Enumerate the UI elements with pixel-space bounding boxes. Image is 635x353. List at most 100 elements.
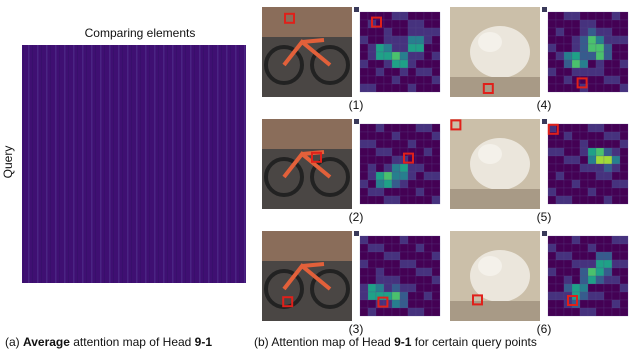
caption-bold: Average: [23, 335, 70, 349]
heatmap-cell: [384, 12, 392, 20]
heatmap-cell: [596, 276, 604, 284]
heatmap-cell: [408, 76, 416, 84]
heatmap-cell: [612, 44, 620, 52]
heatmap-cell: [416, 20, 424, 28]
heatmap-cell: [432, 236, 440, 244]
heatmap-cell: [432, 156, 440, 164]
heatmap-cell: [596, 284, 604, 292]
heatmap-cell: [384, 148, 392, 156]
heatmap-cell: [416, 172, 424, 180]
heatmap-cell: [548, 236, 556, 244]
heatmap-cell: [392, 76, 400, 84]
heatmap-cell: [604, 12, 612, 20]
heatmap-cell: [580, 28, 588, 36]
heatmap-cell: [408, 164, 416, 172]
heatmap-cell: [564, 84, 572, 92]
heatmap-cell: [392, 124, 400, 132]
heatmap-cell: [376, 236, 384, 244]
heatmap-cell: [604, 124, 612, 132]
heatmap-cell: [432, 148, 440, 156]
heatmap-cell: [580, 292, 588, 300]
heatmap-cell: [580, 164, 588, 172]
panel-label: (1): [349, 98, 364, 112]
heatmap-cell: [588, 156, 596, 164]
heatmap-cell: [548, 252, 556, 260]
heatmap-cell: [408, 180, 416, 188]
heatmap-cell: [408, 292, 416, 300]
heatmap-cell: [564, 140, 572, 148]
heatmap-cell: [572, 276, 580, 284]
heatmap-cell: [604, 76, 612, 84]
heatmap-cell: [360, 180, 368, 188]
heatmap-cell: [432, 292, 440, 300]
heatmap-cell: [424, 276, 432, 284]
heatmap-cell: [612, 156, 620, 164]
heatmap-cell: [376, 268, 384, 276]
photo-corner: [542, 231, 547, 236]
heatmap-cell: [620, 124, 628, 132]
heatmap-cell: [416, 60, 424, 68]
heatmap-cell: [384, 308, 392, 316]
heatmap-cell: [564, 36, 572, 44]
heatmap-cell: [556, 20, 564, 28]
heatmap-cell: [572, 284, 580, 292]
heatmap-cell: [408, 12, 416, 20]
heatmap-cell: [596, 172, 604, 180]
heatmap-cell: [612, 20, 620, 28]
heatmap-cell: [596, 300, 604, 308]
heatmap-cell: [612, 68, 620, 76]
heatmap-cell: [400, 284, 408, 292]
heatmap-cell: [612, 124, 620, 132]
heatmap-cell: [548, 172, 556, 180]
heatmap-cell: [384, 164, 392, 172]
heatmap-cell: [432, 132, 440, 140]
heatmap-cell: [384, 140, 392, 148]
heatmap-cell: [588, 44, 596, 52]
heatmap-cell: [620, 68, 628, 76]
heatmap-cell: [360, 164, 368, 172]
heatmap-cell: [424, 252, 432, 260]
heatmap-cell: [596, 60, 604, 68]
heatmap-cell: [620, 52, 628, 60]
heatmap-cell: [604, 36, 612, 44]
heatmap-cell: [360, 36, 368, 44]
heatmap-cell: [416, 276, 424, 284]
heatmap-cell: [408, 244, 416, 252]
heatmap-cell: [572, 180, 580, 188]
heatmap-cell: [604, 28, 612, 36]
heatmap-cell: [376, 132, 384, 140]
heatmap-cell: [416, 156, 424, 164]
heatmap-cell: [556, 156, 564, 164]
heatmap-cell: [400, 252, 408, 260]
heatmap-cell: [400, 52, 408, 60]
heatmap-cell: [548, 244, 556, 252]
heatmap-cell: [368, 140, 376, 148]
heatmap-cell: [432, 20, 440, 28]
heatmap-cell: [556, 60, 564, 68]
heatmap-cell: [424, 28, 432, 36]
heatmap-cell: [596, 76, 604, 84]
heatmap-cell: [400, 140, 408, 148]
heatmap-cell: [620, 156, 628, 164]
heatmap-cell: [384, 124, 392, 132]
heatmap-cell: [424, 236, 432, 244]
heatmap-cell: [548, 148, 556, 156]
heatmap-cell: [432, 180, 440, 188]
heatmap-cell: [564, 276, 572, 284]
heatmap-cell: [564, 196, 572, 204]
heatmap-cell: [580, 236, 588, 244]
heatmap-cell: [620, 76, 628, 84]
panel-label: (2): [349, 210, 364, 224]
heatmap-cell: [556, 84, 564, 92]
heatmap-cell: [376, 68, 384, 76]
heatmap-cell: [432, 260, 440, 268]
heatmap-cell: [580, 252, 588, 260]
heatmap-cell: [424, 148, 432, 156]
heatmap-cell: [368, 188, 376, 196]
heatmap-cell: [556, 292, 564, 300]
heatmap-cell: [596, 28, 604, 36]
heatmap-cell: [580, 276, 588, 284]
heatmap-cell: [360, 172, 368, 180]
heatmap-cell: [408, 252, 416, 260]
heatmap-cell: [360, 12, 368, 20]
